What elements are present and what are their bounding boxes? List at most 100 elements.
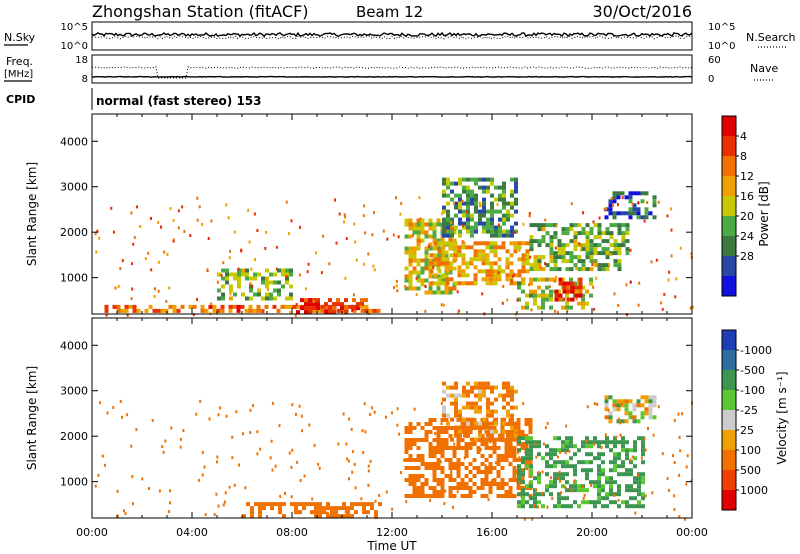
- echo-speck: [369, 412, 372, 416]
- echo-speck: [585, 439, 588, 443]
- ytick-label: 1000: [60, 272, 88, 285]
- echo-cell: [633, 476, 637, 481]
- echo-cell: [648, 395, 653, 400]
- echo-cell: [601, 263, 606, 268]
- echo-cell: [613, 456, 617, 461]
- echo-cell: [516, 434, 521, 438]
- echo-speck: [542, 442, 545, 446]
- echo-cell: [476, 486, 481, 490]
- echo-speck: [489, 481, 492, 485]
- echo-cell: [318, 510, 322, 515]
- echo-cell: [420, 222, 425, 227]
- echo-cell: [416, 286, 421, 291]
- echo-speck: [395, 196, 397, 200]
- echo-cell: [462, 185, 466, 190]
- echo-cell: [493, 261, 498, 266]
- echo-speck: [511, 274, 514, 278]
- echo-cell: [578, 293, 583, 298]
- echo-cell: [424, 258, 429, 263]
- echo-cell: [648, 415, 653, 420]
- echo-cell: [442, 229, 446, 234]
- echo-cell: [416, 230, 421, 235]
- echo-speck: [354, 486, 357, 490]
- echo-cell: [456, 446, 461, 450]
- echo-cell: [561, 227, 566, 232]
- echo-cell: [537, 472, 541, 477]
- echo-cell: [437, 281, 442, 286]
- echo-cell: [589, 247, 594, 252]
- echo-speck: [307, 262, 310, 266]
- echo-cell: [613, 468, 617, 473]
- echo-cell: [521, 305, 525, 310]
- echo-cell: [565, 504, 569, 509]
- echo-cell: [261, 276, 265, 281]
- echo-cell: [420, 426, 425, 430]
- echo-cell: [593, 436, 597, 441]
- echo-cell: [454, 181, 458, 186]
- echo-cell: [477, 241, 482, 246]
- echo-cell: [620, 399, 625, 404]
- echo-cell: [498, 209, 502, 214]
- echo-cell: [601, 504, 605, 509]
- echo-cell: [452, 266, 457, 271]
- echo-cell: [573, 464, 577, 469]
- colorbar-swatch: [722, 216, 736, 236]
- ytick-label: 4000: [60, 135, 88, 148]
- echo-speck: [440, 402, 443, 405]
- echo-cell: [441, 273, 446, 278]
- echo-cell: [529, 468, 533, 473]
- echo-cell: [636, 191, 641, 196]
- echo-cell: [573, 468, 577, 473]
- nsky-right-tick-bottom: 10^0: [708, 41, 735, 52]
- echo-speck: [428, 466, 430, 469]
- echo-speck: [231, 456, 234, 460]
- echo-cell: [581, 267, 586, 272]
- echo-cell: [436, 438, 441, 442]
- echo-cell: [188, 304, 193, 309]
- echo-cell: [480, 454, 485, 458]
- echo-cell: [510, 177, 514, 182]
- echo-cell: [541, 305, 545, 310]
- echo-cell: [478, 409, 482, 414]
- echo-cell: [549, 267, 554, 272]
- echo-cell: [636, 403, 641, 408]
- echo-speck: [590, 483, 593, 487]
- echo-cell: [472, 474, 477, 478]
- echo-cell: [310, 502, 314, 507]
- echo-speck: [256, 452, 259, 456]
- echo-cell: [464, 442, 469, 446]
- echo-cell: [561, 448, 565, 453]
- echo-cell: [428, 222, 433, 227]
- echo-speck: [353, 463, 356, 466]
- echo-cell: [489, 249, 494, 254]
- echo-cell: [509, 261, 514, 266]
- echo-cell: [629, 448, 633, 453]
- echo-cell: [558, 277, 563, 282]
- echo-cell: [404, 446, 409, 450]
- echo-cell: [613, 500, 617, 505]
- echo-speck: [233, 230, 236, 234]
- echo-cell: [549, 251, 554, 256]
- colorbar-tick-label: 28: [740, 250, 754, 263]
- echo-cell: [457, 269, 462, 274]
- echo-speck: [274, 464, 277, 468]
- echo-cell: [452, 230, 457, 235]
- echo-speck: [570, 202, 573, 206]
- echo-cell: [521, 261, 526, 266]
- colorbar-tick-label: -100: [740, 384, 765, 397]
- echo-speck: [119, 399, 122, 403]
- echo-cell: [616, 195, 621, 200]
- echo-cell: [505, 277, 510, 282]
- echo-cell: [460, 426, 465, 430]
- echo-cell: [346, 514, 350, 519]
- echo-cell: [324, 302, 328, 307]
- echo-cell: [485, 245, 490, 250]
- echo-cell: [484, 494, 489, 498]
- echo-cell: [597, 480, 601, 485]
- echo-cell: [632, 211, 637, 216]
- echo-cell: [585, 255, 590, 260]
- echo-cell: [241, 268, 245, 273]
- echo-cell: [525, 440, 529, 445]
- echo-cell: [436, 266, 441, 271]
- echo-cell: [637, 480, 641, 485]
